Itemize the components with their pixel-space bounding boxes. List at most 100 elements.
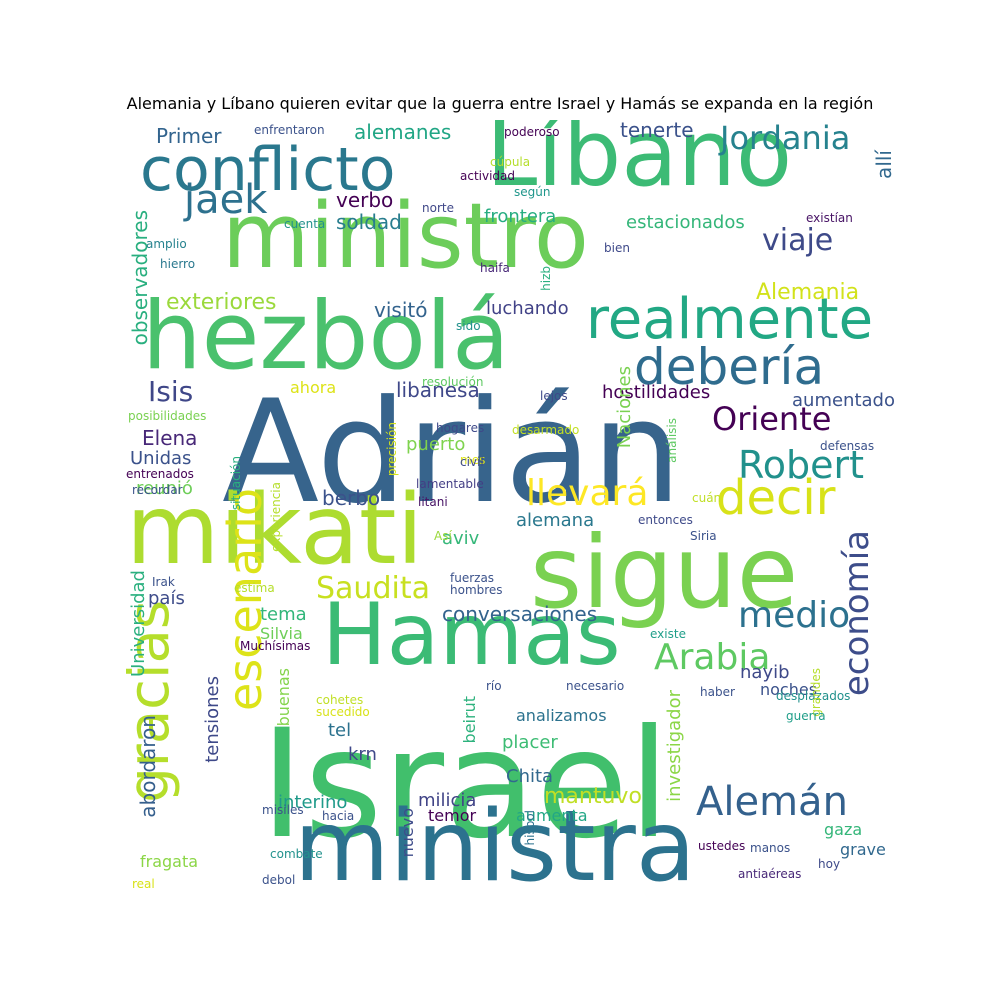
cloud-word: decir <box>716 470 836 526</box>
cloud-word: posibilidades <box>128 409 207 423</box>
cloud-word: viaje <box>762 223 834 258</box>
cloud-word: exteriores <box>166 290 277 315</box>
cloud-word: mikati <box>126 474 424 586</box>
cloud-word: cohetes <box>316 693 364 707</box>
cloud-word: ministra <box>294 790 696 890</box>
cloud-word: sigue <box>530 514 799 631</box>
cloud-word: tema <box>260 604 307 625</box>
cloud-word: libanesa <box>396 378 480 402</box>
cloud-word: experiencia <box>269 482 283 552</box>
cloud-word: haifa <box>480 261 510 275</box>
cloud-word: cúpula <box>490 155 531 169</box>
cloud-word: grave <box>840 840 886 859</box>
cloud-word: llevará <box>526 473 649 514</box>
cloud-word: Arabia <box>654 637 771 678</box>
cloud-word: placer <box>502 732 558 753</box>
cloud-word: actividad <box>460 169 516 183</box>
cloud-word: nuevo <box>398 808 417 858</box>
cloud-word: desarmado <box>512 423 580 437</box>
cloud-word: ahora <box>290 378 337 397</box>
cloud-word: medio <box>738 595 851 636</box>
cloud-word: verbo <box>336 188 394 212</box>
cloud-word: enfrentaron <box>254 123 325 137</box>
cloud-word: Alemania <box>756 280 860 305</box>
cloud-word: debería <box>634 338 825 396</box>
cloud-word: situación <box>229 456 243 511</box>
cloud-word: Irak <box>152 575 175 589</box>
cloud-word: guerra <box>786 709 826 723</box>
cloud-word: existe <box>650 627 686 641</box>
cloud-word: Saudita <box>316 571 430 606</box>
cloud-word: combate <box>270 847 323 861</box>
cloud-word: noches <box>760 680 818 699</box>
cloud-word: Jordania <box>720 120 851 157</box>
cloud-word: Isis <box>148 375 194 408</box>
cloud-word: krn <box>348 744 377 765</box>
cloud-word: realmente <box>586 287 874 352</box>
cloud-word: aumentado <box>792 390 895 411</box>
cloud-word: Primer <box>156 124 222 148</box>
cloud-word: estacionados <box>626 212 745 233</box>
cloud-word: desplazados <box>776 689 851 703</box>
cloud-word: interino <box>278 792 348 813</box>
cloud-word: milicia <box>418 790 477 811</box>
cloud-word: temor <box>428 806 477 825</box>
cloud-word: luchando <box>486 298 569 319</box>
cloud-word: soldad <box>336 210 402 234</box>
cloud-word: río <box>486 679 502 693</box>
cloud-word: civil <box>460 455 484 469</box>
cloud-word: mantuvo <box>544 784 642 809</box>
cloud-word: debol <box>262 873 296 887</box>
cloud-word: ministro <box>222 184 589 289</box>
cloud-word: antiaéreas <box>738 867 802 881</box>
cloud-word: jaek <box>184 177 268 223</box>
cloud-word: alemanes <box>354 120 452 144</box>
page-title: Alemania y Líbano quieren evitar que la … <box>126 94 874 113</box>
cloud-word: sucedido <box>316 705 370 719</box>
cloud-word: Alemán <box>696 779 848 825</box>
cloud-word: hierro <box>160 257 196 271</box>
cloud-word: ustedes <box>698 839 746 853</box>
cloud-word: visitó <box>374 298 428 322</box>
cloud-word: allí <box>872 150 896 179</box>
cloud-word: Universidad <box>128 570 149 677</box>
cloud-word: defensas <box>820 439 875 453</box>
cloud-word: hacia <box>322 809 355 823</box>
cloud-word: abordaron <box>136 715 160 818</box>
cloud-word: amplio <box>146 237 187 251</box>
cloud-word: hizb <box>539 266 553 291</box>
cloud-word: cuán <box>692 491 722 505</box>
cloud-word: Líbano <box>486 120 793 207</box>
cloud-word: resolución <box>422 375 484 389</box>
cloud-word: precisión <box>385 422 399 477</box>
cloud-word: gaza <box>824 820 863 839</box>
cloud-word: manos <box>750 841 791 855</box>
cloud-word: bien <box>604 241 630 255</box>
cloud-word: mes <box>460 453 486 467</box>
cloud-word: reunió <box>136 478 193 499</box>
cloud-word: lamentable <box>416 477 484 491</box>
cloud-word: Oriente <box>712 400 832 438</box>
cloud-word: Así <box>434 529 452 543</box>
word-cloud: Israel Adrián ministra sigue mikati Líbano min… <box>126 120 896 890</box>
cloud-word: aviv <box>442 528 480 549</box>
cloud-word: fragata <box>140 852 199 871</box>
cloud-word: puerto <box>406 434 466 455</box>
cloud-word: sido <box>456 319 481 333</box>
cloud-word: país <box>148 588 185 609</box>
cloud-word: Hamas <box>322 585 621 685</box>
cloud-word: hombres <box>450 583 503 597</box>
cloud-word: Adrián <box>222 370 682 535</box>
cloud-word: Nacione​s <box>614 366 635 449</box>
cloud-word: Robert <box>738 443 864 487</box>
cloud-word: nayib <box>740 662 790 683</box>
cloud-word: haber <box>700 685 735 699</box>
cloud-word: norte <box>422 201 454 215</box>
cloud-word: observadores <box>128 210 152 346</box>
cloud-word: Muchísimas <box>240 639 311 653</box>
cloud-word: existían <box>806 211 853 225</box>
cloud-word: según <box>514 185 551 199</box>
cloud-word: estima <box>234 581 275 595</box>
cloud-word: Chita <box>506 766 554 787</box>
cloud-word: alemana <box>516 510 595 531</box>
